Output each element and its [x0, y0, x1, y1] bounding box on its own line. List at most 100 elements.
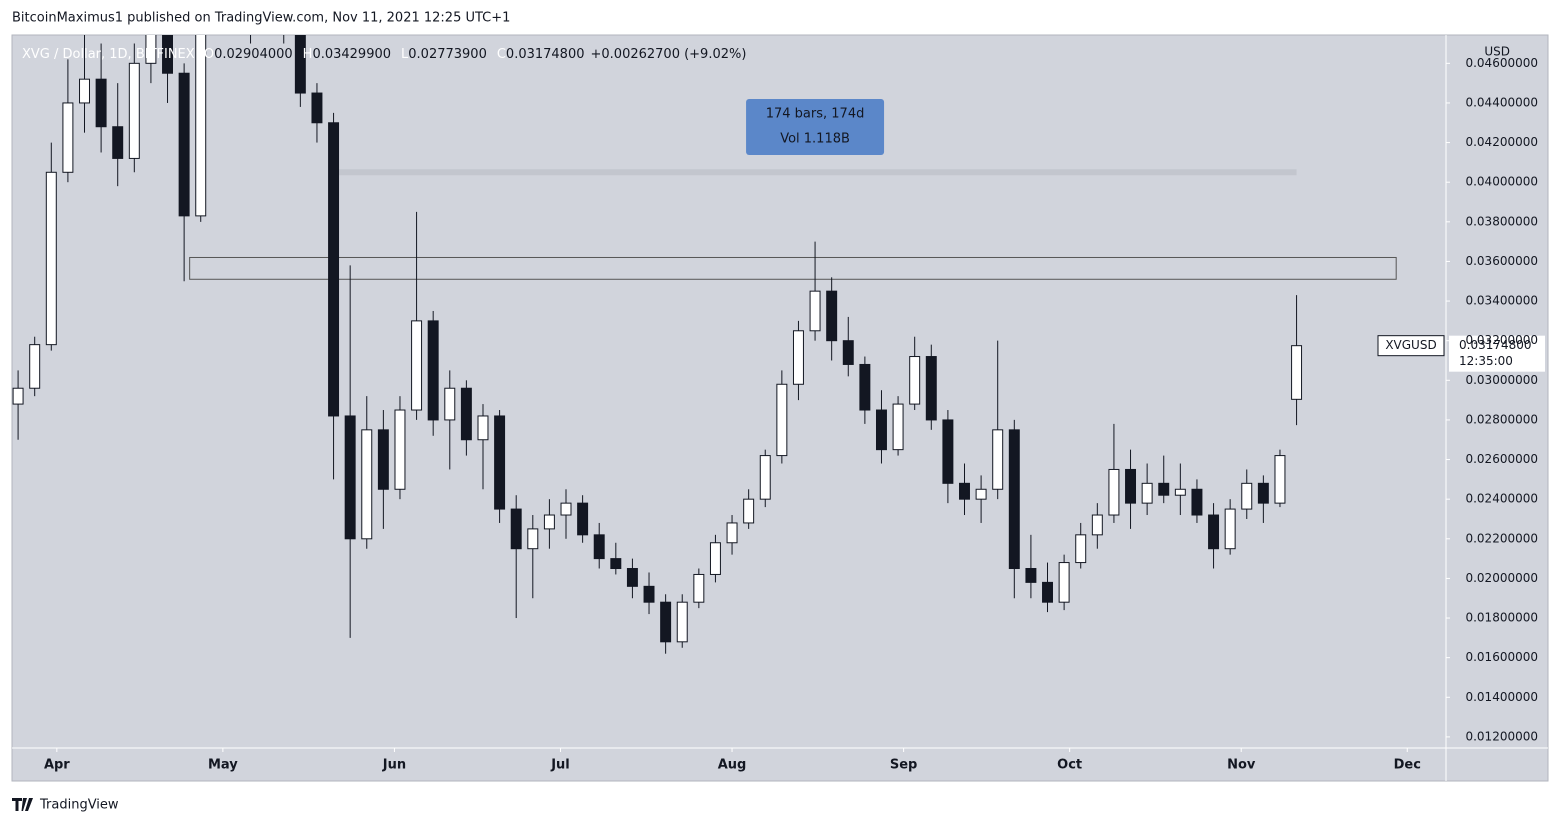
candle-body [344, 415, 356, 540]
candle-body [477, 415, 489, 441]
candle-body [709, 542, 721, 575]
price-label: 0.03174800 [1459, 338, 1532, 352]
currency: USD [1484, 45, 1510, 59]
candle-body [1274, 455, 1286, 504]
legend-symbol: XVG / Dollar, 1D, BITFINEX [22, 47, 195, 62]
candle-body [743, 498, 755, 524]
published-note: BitcoinMaximus1 published on TradingView… [12, 11, 510, 26]
candle-body [128, 62, 140, 159]
candle-body [12, 387, 24, 405]
candle-body [809, 290, 821, 332]
legend-close: 0.03174800 [506, 47, 585, 62]
candle-body [1224, 508, 1236, 550]
candle-body [1008, 429, 1020, 570]
candle-body [959, 482, 970, 500]
candle-body [112, 126, 124, 159]
candle-body [95, 78, 107, 128]
candle-body [660, 601, 672, 643]
y-tick-label: 0.03600000 [1465, 254, 1538, 268]
candle-body [1174, 488, 1186, 496]
y-tick-label: 0.04000000 [1465, 175, 1538, 189]
symbol-label: XVGUSD [1385, 338, 1436, 352]
candle-body [427, 320, 439, 421]
candle-body [527, 528, 539, 550]
candle-body [328, 122, 340, 417]
candle-body [79, 78, 90, 104]
legend-o-label: O [204, 47, 214, 62]
y-tick-label: 0.02600000 [1465, 452, 1538, 466]
candle-body [676, 601, 688, 643]
legend-high: 0.03429900 [312, 47, 391, 62]
candle-body [626, 568, 638, 587]
measure-bars: 174 bars, 174d [766, 107, 865, 122]
candle-body [1091, 514, 1103, 536]
y-tick-label: 0.01200000 [1465, 729, 1538, 743]
candle-body [510, 508, 522, 550]
candle-body [543, 514, 555, 530]
candle-body [361, 429, 373, 540]
x-tick-label: Apr [44, 758, 70, 773]
price-tag [1449, 335, 1545, 372]
measure-vol: Vol 1.118B [780, 132, 850, 147]
candle-body [29, 344, 41, 389]
x-tick-label: Jun [382, 758, 406, 773]
candle-body [377, 429, 389, 490]
candle-body [1108, 468, 1120, 516]
x-tick-label: Dec [1394, 758, 1421, 773]
candle-body [1208, 514, 1220, 550]
legend-l-label: L [401, 47, 409, 62]
candle-body [262, 0, 272, 8]
x-tick-label: Nov [1227, 758, 1256, 773]
x-tick-label: Oct [1057, 758, 1082, 773]
candle-body [444, 387, 456, 421]
candle-body [593, 534, 605, 560]
candle-body [1158, 482, 1170, 496]
candle-body [826, 290, 838, 342]
candle-body [577, 502, 589, 536]
candle-body [195, 35, 207, 217]
candle-body [294, 35, 306, 94]
candle-body [1125, 468, 1137, 504]
candle-body [145, 35, 157, 64]
candle-body [411, 320, 423, 411]
candle-body [892, 403, 904, 451]
legend-change: +0.00262700 (+9.02%) [591, 47, 747, 62]
x-tick-label: Sep [890, 758, 918, 773]
candle-body [942, 419, 954, 484]
legend-open: 0.02904000 [214, 47, 293, 62]
candle-body [643, 585, 655, 603]
candle-body [1141, 482, 1153, 504]
y-tick-label: 0.01600000 [1465, 650, 1538, 664]
footer-brand: TradingView [39, 798, 119, 813]
candle-body [45, 171, 57, 346]
y-tick-label: 0.04200000 [1465, 135, 1538, 149]
symbol-tag [1377, 335, 1445, 357]
y-tick-label: 0.03200000 [1465, 333, 1538, 347]
y-tick-label: 0.01400000 [1465, 690, 1538, 704]
candle-body [610, 558, 622, 570]
candle-body [792, 330, 804, 385]
candle-body [909, 356, 921, 405]
candle-body [975, 488, 987, 500]
legend-c-label: C [497, 47, 506, 62]
x-tick-label: May [208, 758, 238, 773]
candle-body [1025, 568, 1037, 583]
y-tick-label: 0.01800000 [1465, 611, 1538, 625]
y-tick-label: 0.03000000 [1465, 373, 1538, 387]
overlay: XVG / Dollar, 1D, BITFINEX O0.02904000 H0.… [22, 47, 1545, 372]
y-tick-label: 0.03800000 [1465, 214, 1538, 228]
candle-body [460, 387, 472, 441]
y-tick-label: 0.02400000 [1465, 492, 1538, 506]
y-tick-label: 0.02000000 [1465, 571, 1538, 585]
y-tick-label: 0.03400000 [1465, 294, 1538, 308]
measure-box [746, 99, 885, 155]
candle-body [394, 409, 406, 490]
resistance-zone [189, 256, 1397, 280]
candle-body [162, 35, 174, 74]
y-tick-label: 0.02200000 [1465, 531, 1538, 545]
candle-body [1241, 482, 1253, 510]
candle-body [693, 573, 705, 603]
candle-body [1191, 488, 1203, 516]
candle-body [1291, 345, 1303, 400]
